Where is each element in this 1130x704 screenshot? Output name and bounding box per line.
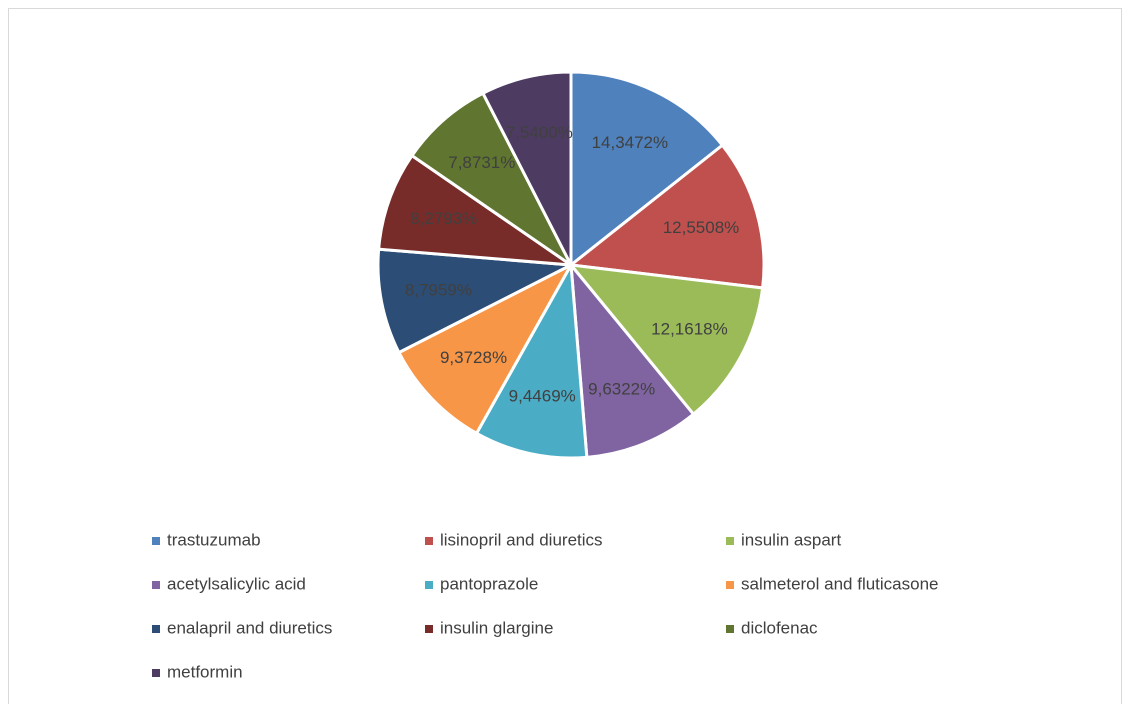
pie-slice: [396, 261, 575, 436]
pie-slice: [377, 153, 577, 267]
legend-label: metformin: [167, 662, 243, 681]
legend-label: insulin aspart: [741, 530, 841, 549]
legend-label: salmeterol and fluticasone: [741, 574, 939, 593]
legend-swatch: [152, 669, 160, 677]
legend-label: insulin glargine: [440, 618, 553, 637]
legend-label: enalapril and diuretics: [167, 618, 332, 637]
data-label: 7,8731%: [448, 153, 515, 172]
legend-label: trastuzumab: [167, 530, 261, 549]
pie-slice: [474, 259, 589, 460]
legend-label: acetylsalicylic acid: [167, 574, 306, 593]
legend-label: lisinopril and diuretics: [440, 530, 603, 549]
legend-label: diclofenac: [741, 618, 818, 637]
legend-swatch: [152, 537, 160, 545]
legend-swatch: [152, 581, 160, 589]
legend-swatch: [425, 625, 433, 633]
legend-swatch: [726, 581, 734, 589]
pie-slice: [569, 70, 725, 269]
legend-swatch: [152, 625, 160, 633]
data-label: 12,5508%: [663, 218, 740, 237]
legend-swatch: [425, 581, 433, 589]
data-label: 9,4469%: [509, 386, 576, 405]
legend-swatch: [726, 625, 734, 633]
legend-swatch: [425, 537, 433, 545]
data-label: 8,7959%: [405, 281, 472, 300]
pie-slice: [376, 247, 577, 355]
pie-slice: [480, 70, 573, 266]
pie-slice: [409, 91, 573, 267]
pie-slice: [567, 263, 765, 417]
data-label: 12,1618%: [651, 319, 728, 338]
legend-label: pantoprazole: [440, 574, 538, 593]
pie-slice: [569, 260, 696, 459]
data-label: 9,6322%: [588, 380, 655, 399]
data-label: 8,2793%: [410, 209, 477, 228]
legend-swatch: [726, 537, 734, 545]
data-label: 14,3472%: [592, 133, 669, 152]
data-label: 9,3728%: [440, 348, 507, 367]
pie-slice: [567, 143, 766, 290]
data-label: 7,5400%: [506, 123, 573, 142]
